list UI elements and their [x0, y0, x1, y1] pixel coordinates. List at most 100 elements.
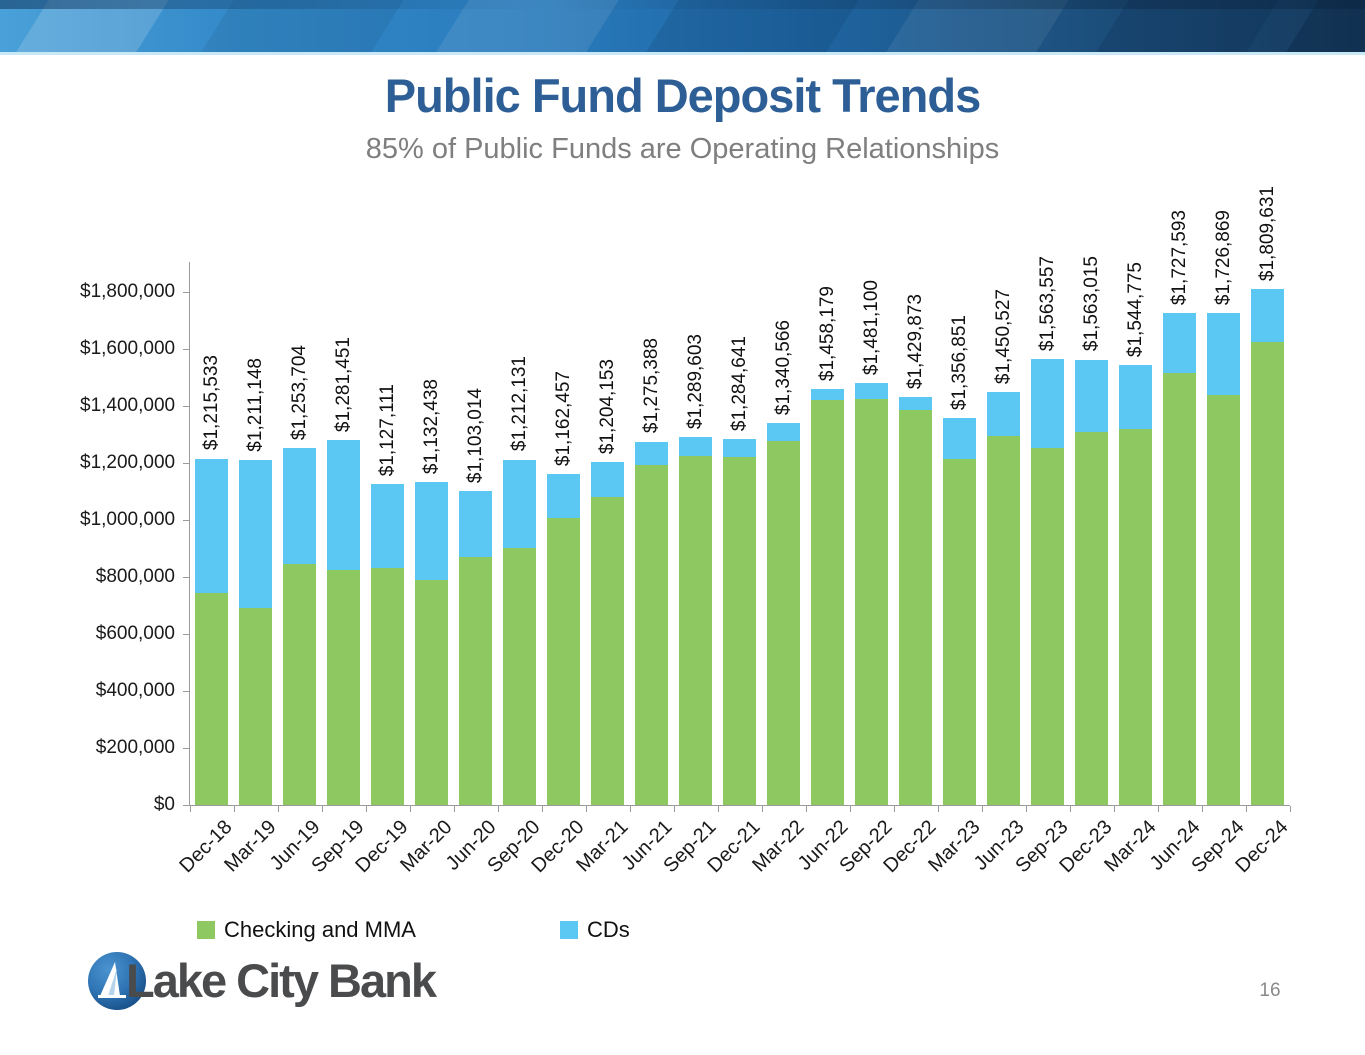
y-axis-tick — [183, 691, 189, 692]
legend-item-cds: CDs — [560, 917, 630, 943]
bar-segment-checking — [811, 400, 844, 805]
x-axis-tick — [1114, 806, 1115, 812]
bar-total-label: $1,127,111 — [376, 383, 398, 476]
y-axis-line — [189, 262, 190, 805]
x-axis-tick — [586, 806, 587, 812]
bar-segment-checking — [503, 547, 536, 805]
bar-Mar-21 — [591, 461, 624, 805]
x-axis-tick — [630, 806, 631, 812]
bar-segment-cds — [327, 439, 360, 570]
bar-segment-checking — [1251, 341, 1284, 805]
bar-segment-checking — [1075, 432, 1108, 805]
bar-segment-checking — [1163, 373, 1196, 805]
y-axis-label: $800,000 — [95, 566, 175, 587]
bar-segment-cds — [811, 389, 844, 400]
bar-Sep-23 — [1031, 359, 1064, 805]
bar-total-label: $1,103,014 — [464, 387, 486, 483]
bar-Jun-22 — [811, 389, 844, 805]
bar-segment-cds — [459, 490, 492, 558]
bar-Dec-18 — [195, 458, 228, 805]
x-axis-tick — [366, 806, 367, 812]
legend-item-checking: Checking and MMA — [197, 917, 416, 943]
y-axis-tick — [183, 292, 189, 293]
page-subtitle: 85% of Public Funds are Operating Relati… — [365, 133, 1000, 165]
bar-segment-checking — [1119, 429, 1152, 805]
legend-label-cds: CDs — [587, 917, 630, 942]
y-axis-label: $1,400,000 — [80, 395, 176, 416]
bridge-icon — [98, 962, 126, 998]
header-banner — [0, 0, 1365, 55]
bar-segment-checking — [855, 399, 888, 805]
y-axis-label: $0 — [153, 794, 175, 815]
bar-segment-cds — [635, 441, 668, 465]
bar-segment-cds — [987, 391, 1020, 436]
bar-Sep-19 — [327, 439, 360, 805]
x-axis-tick — [1026, 806, 1027, 812]
bar-segment-cds — [723, 438, 756, 458]
bar-Jun-24 — [1163, 312, 1196, 805]
bar-Dec-23 — [1075, 359, 1108, 805]
y-axis-tick — [183, 463, 189, 464]
y-axis-tick — [183, 748, 189, 749]
bar-total-label: $1,726,869 — [1212, 209, 1234, 305]
bar-Sep-22 — [855, 382, 888, 805]
bar-Jun-20 — [459, 490, 492, 805]
x-axis-tick — [454, 806, 455, 812]
bar-total-label: $1,356,851 — [948, 315, 970, 411]
bar-segment-checking — [327, 569, 360, 805]
x-axis-tick — [410, 806, 411, 812]
bar-total-label: $1,481,100 — [860, 279, 882, 375]
banner-top-edge — [0, 0, 1365, 9]
x-axis-tick — [718, 806, 719, 812]
bar-total-label: $1,211,148 — [244, 358, 266, 452]
bar-segment-cds — [503, 459, 536, 548]
x-axis-tick — [1070, 806, 1071, 812]
bar-segment-cds — [591, 461, 624, 497]
bar-segment-checking — [1207, 394, 1240, 805]
x-axis-tick — [234, 806, 235, 812]
bar-Dec-20 — [547, 473, 580, 805]
x-axis-tick — [850, 806, 851, 812]
bar-segment-checking — [547, 517, 580, 805]
bar-segment-cds — [1207, 312, 1240, 395]
x-axis-tick — [322, 806, 323, 812]
x-axis-tick — [762, 806, 763, 812]
y-axis-tick — [183, 577, 189, 578]
bar-segment-checking — [943, 459, 976, 805]
x-axis-tick — [278, 806, 279, 812]
y-axis-label: $1,800,000 — [80, 281, 176, 302]
bar-segment-cds — [679, 437, 712, 456]
bar-segment-checking — [195, 592, 228, 805]
bar-total-label: $1,563,557 — [1036, 256, 1058, 352]
logo-text: Lake City Bank — [126, 954, 437, 1007]
legend-swatch-cds — [560, 921, 578, 939]
bar-segment-cds — [1031, 359, 1064, 448]
y-axis-label: $1,600,000 — [80, 338, 176, 359]
bar-segment-checking — [987, 435, 1020, 805]
bar-segment-cds — [415, 482, 448, 580]
y-axis-tick — [183, 349, 189, 350]
x-axis-tick — [1290, 806, 1291, 812]
bar-segment-checking — [415, 579, 448, 805]
bar-total-label: $1,215,533 — [200, 355, 222, 451]
x-axis-tick — [1246, 806, 1247, 812]
bar-segment-checking — [767, 440, 800, 805]
y-axis-label: $200,000 — [95, 737, 175, 758]
bar-segment-cds — [1119, 364, 1152, 430]
x-axis-tick — [894, 806, 895, 812]
bar-total-label: $1,253,704 — [288, 344, 310, 440]
y-axis-label: $1,000,000 — [80, 509, 176, 530]
bar-segment-checking — [591, 496, 624, 805]
y-axis-label: $1,200,000 — [80, 452, 176, 473]
bar-segment-cds — [239, 459, 272, 608]
bar-Sep-24 — [1207, 312, 1240, 805]
x-axis-tick — [1158, 806, 1159, 812]
bar-Mar-20 — [415, 482, 448, 805]
y-axis-label: $600,000 — [95, 623, 175, 644]
x-axis-tick — [982, 806, 983, 812]
bar-segment-checking — [283, 563, 316, 805]
bar-segment-cds — [1075, 359, 1108, 433]
x-axis-tick — [498, 806, 499, 812]
x-axis-tick — [806, 806, 807, 812]
bar-Dec-24 — [1251, 289, 1284, 805]
